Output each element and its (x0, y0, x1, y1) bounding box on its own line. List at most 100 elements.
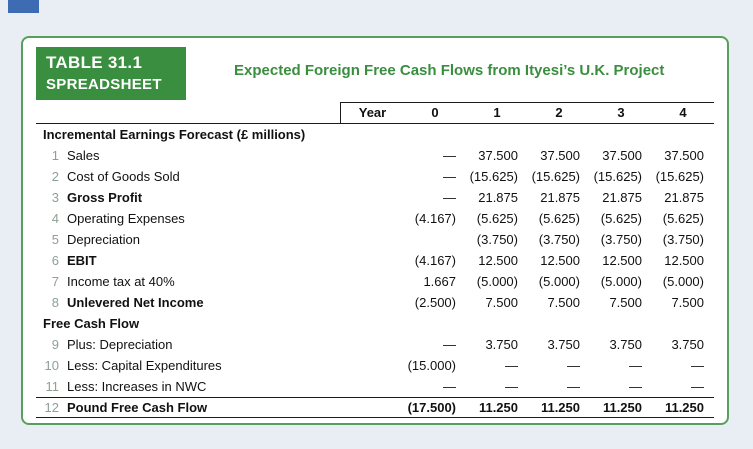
cell-value: (3.750) (476, 232, 518, 248)
cell-value: 12.500 (478, 253, 518, 269)
cell-value: 12.500 (540, 253, 580, 269)
sheet-body: Incremental Earnings Forecast (£ million… (36, 124, 714, 419)
row-label: Cost of Goods Sold (67, 169, 180, 185)
column-header-row: Year 0 1 2 3 4 (36, 101, 714, 125)
cell-value: — (505, 358, 518, 374)
cell-value: — (443, 190, 456, 206)
table-row: 11 Less: Increases in NWC — — — — — (36, 376, 714, 397)
cell-value: 11.250 (540, 400, 580, 416)
row-number: 9 (51, 337, 59, 353)
row-label: EBIT (67, 253, 97, 269)
table-row: 8 Unlevered Net Income (2.500) 7.500 7.500 7.… (36, 292, 714, 313)
year-column-header: Year (340, 101, 404, 124)
cell-value: — (691, 379, 704, 395)
cell-value: (5.000) (538, 274, 580, 290)
table-header: TABLE 31.1 SPREADSHEET Expected Foreign … (36, 47, 714, 101)
cell-value: — (629, 379, 642, 395)
row-label: Income tax at 40% (67, 274, 175, 290)
table-row: 1 Sales — 37.500 37.500 37.500 37.500 (36, 145, 714, 166)
row-label: Unlevered Net Income (67, 295, 204, 311)
cell-value: (15.000) (407, 358, 456, 374)
cell-value: — (567, 358, 580, 374)
cell-value: 11.250 (602, 400, 642, 416)
cell-value: (3.750) (600, 232, 642, 248)
cell-value: (15.625) (469, 169, 518, 185)
cell-value: (5.625) (662, 211, 704, 227)
row-label: Sales (67, 148, 100, 164)
table-row: 3 Gross Profit — 21.875 21.875 21.875 21.875 (36, 187, 714, 208)
page-corner-tab (8, 0, 39, 13)
cell-value: (4.167) (414, 253, 456, 269)
cell-value: 12.500 (602, 253, 642, 269)
row-number: 12 (44, 400, 59, 416)
cell-value: 3.750 (485, 337, 518, 353)
row-number: 10 (44, 358, 59, 374)
table-row: 5 Depreciation (3.750) (3.750) (3.750) (3.750… (36, 229, 714, 250)
cell-value: — (505, 379, 518, 395)
row-number: 4 (51, 211, 59, 227)
cell-value: (5.000) (662, 274, 704, 290)
cell-value: — (443, 169, 456, 185)
table-row: 2 Cost of Goods Sold — (15.625) (15.625) (15.… (36, 166, 714, 187)
column-header-1: 1 (466, 101, 528, 124)
table-row: 12 Pound Free Cash Flow (17.500) 11.250 11.2… (36, 397, 714, 419)
cell-value: 7.500 (671, 295, 704, 311)
cell-value: (5.625) (476, 211, 518, 227)
table-row: 10 Less: Capital Expenditures (15.000) — — — — (36, 355, 714, 376)
cell-value: 21.875 (540, 190, 580, 206)
spreadsheet: Year 0 1 2 3 4 Incremental Earnings Fore… (36, 101, 714, 419)
cell-value: 7.500 (485, 295, 518, 311)
cell-value: 21.875 (478, 190, 518, 206)
cell-value: (15.625) (593, 169, 642, 185)
cell-value: 12.500 (664, 253, 704, 269)
row-number: 2 (51, 169, 59, 185)
table-number: TABLE 31.1 (46, 53, 143, 72)
cell-value: 1.667 (423, 274, 456, 290)
cell-value: — (443, 379, 456, 395)
table-type: SPREADSHEET (46, 75, 162, 93)
cell-value: (5.625) (600, 211, 642, 227)
cell-value: (17.500) (407, 400, 456, 416)
cell-value: — (443, 148, 456, 164)
cell-value: (5.000) (600, 274, 642, 290)
cell-value: — (691, 358, 704, 374)
cell-value: 7.500 (609, 295, 642, 311)
column-header-4: 4 (652, 101, 714, 124)
row-number: 8 (51, 295, 59, 311)
cell-value: (4.167) (414, 211, 456, 227)
cell-value: 3.750 (609, 337, 642, 353)
table-row: 4 Operating Expenses (4.167) (5.625) (5.625)… (36, 208, 714, 229)
cell-value: (2.500) (414, 295, 456, 311)
row-number: 1 (51, 148, 59, 164)
row-number: 3 (51, 190, 59, 206)
section-heading-row: Free Cash Flow (36, 313, 714, 334)
cell-value: 21.875 (602, 190, 642, 206)
row-label: Pound Free Cash Flow (67, 400, 208, 416)
cell-value: 3.750 (671, 337, 704, 353)
row-label: Less: Increases in NWC (67, 379, 207, 395)
row-number: 11 (45, 379, 60, 395)
cell-value: — (629, 358, 642, 374)
table-panel: TABLE 31.1 SPREADSHEET Expected Foreign … (21, 36, 729, 425)
cell-value: (3.750) (538, 232, 580, 248)
cell-value: 37.500 (540, 148, 580, 164)
row-number: 6 (51, 253, 59, 269)
cell-value: 37.500 (478, 148, 518, 164)
row-label: Depreciation (67, 232, 140, 248)
row-number: 7 (51, 274, 59, 290)
section-heading: Free Cash Flow (43, 316, 140, 332)
row-label: Less: Capital Expenditures (67, 358, 222, 374)
section-heading-row: Incremental Earnings Forecast (£ million… (36, 124, 714, 145)
cell-value: 11.250 (664, 400, 704, 416)
cell-value: (5.625) (538, 211, 580, 227)
column-header-3: 3 (590, 101, 652, 124)
cell-value: (15.625) (531, 169, 580, 185)
section-heading: Incremental Earnings Forecast (£ million… (43, 127, 306, 143)
table-label-box: TABLE 31.1 SPREADSHEET (36, 47, 186, 101)
cell-value: 37.500 (602, 148, 642, 164)
cell-value: 11.250 (478, 400, 518, 416)
cell-value: 37.500 (664, 148, 704, 164)
table-row: 7 Income tax at 40% 1.667 (5.000) (5.000) (5.… (36, 271, 714, 292)
row-label: Gross Profit (67, 190, 143, 206)
column-header-2: 2 (528, 101, 590, 124)
